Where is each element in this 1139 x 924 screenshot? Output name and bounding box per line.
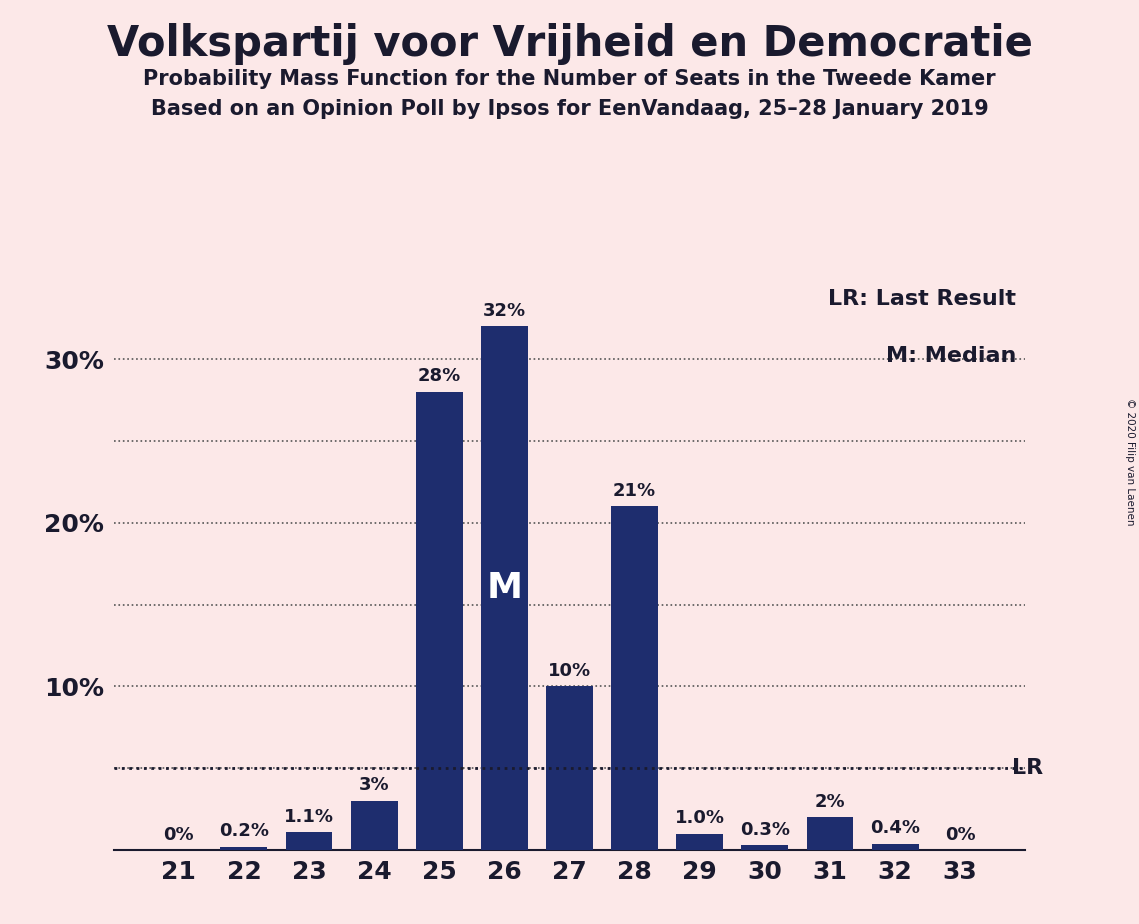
Bar <box>741 845 788 850</box>
Bar <box>416 392 462 850</box>
Text: 1.1%: 1.1% <box>284 808 334 825</box>
Text: 0%: 0% <box>164 825 194 844</box>
Text: 3%: 3% <box>359 776 390 795</box>
Bar <box>612 506 658 850</box>
Bar <box>286 833 333 850</box>
Text: 21%: 21% <box>613 481 656 500</box>
Text: 0%: 0% <box>945 825 975 844</box>
Text: M: M <box>486 571 523 605</box>
Text: 32%: 32% <box>483 302 526 320</box>
Text: © 2020 Filip van Laenen: © 2020 Filip van Laenen <box>1125 398 1134 526</box>
Text: Based on an Opinion Poll by Ipsos for EenVandaag, 25–28 January 2019: Based on an Opinion Poll by Ipsos for Ee… <box>150 99 989 119</box>
Text: 2%: 2% <box>814 793 845 810</box>
Text: Probability Mass Function for the Number of Seats in the Tweede Kamer: Probability Mass Function for the Number… <box>144 69 995 90</box>
Text: Volkspartij voor Vrijheid en Democratie: Volkspartij voor Vrijheid en Democratie <box>107 23 1032 65</box>
Bar <box>677 833 723 850</box>
Bar <box>546 687 593 850</box>
Text: 0.3%: 0.3% <box>740 821 789 839</box>
Bar <box>481 326 527 850</box>
Text: LR: LR <box>1013 759 1043 778</box>
Text: 28%: 28% <box>418 367 461 385</box>
Text: 0.2%: 0.2% <box>219 822 269 840</box>
Text: 0.4%: 0.4% <box>870 819 920 837</box>
Text: 1.0%: 1.0% <box>674 809 724 827</box>
Bar <box>871 844 918 850</box>
Bar <box>806 818 853 850</box>
Text: M: Median: M: Median <box>886 346 1016 366</box>
Text: LR: Last Result: LR: Last Result <box>828 288 1016 309</box>
Bar <box>351 801 398 850</box>
Bar <box>221 846 268 850</box>
Text: 10%: 10% <box>548 662 591 680</box>
